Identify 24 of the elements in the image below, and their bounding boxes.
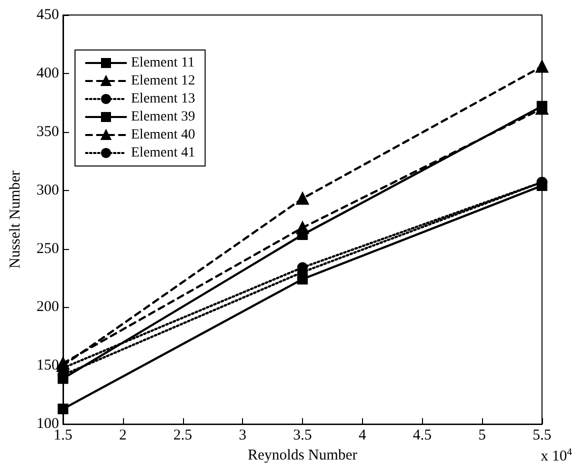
x-tick-label: 5.5 [532,428,552,444]
x-tick-label: 4.5 [412,428,432,444]
legend-label: Element 13 [131,92,196,106]
x-tick-label: 4 [358,428,367,444]
y-tick-label: 250 [36,240,59,257]
legend-label: Element 41 [131,146,196,160]
x-tick-label: 3.5 [293,428,312,444]
legend-label: Element 12 [131,74,196,88]
x-tick-label: 3 [238,428,246,444]
legend-label: Element 11 [131,56,195,70]
y-tick-label: 350 [36,124,59,140]
x-axis-title: Reynolds Number [248,448,358,464]
x-tick-label: 2 [119,428,127,444]
y-tick-label: 400 [36,65,59,82]
y-tick-label: 200 [36,299,59,316]
y-tick-label: 300 [36,182,59,198]
legend-label: Element 40 [131,128,196,142]
y-tick-label: 150 [36,358,59,374]
y-tick-label: 450 [36,7,59,23]
x-tick-label: 5 [478,428,486,444]
y-axis-title: Nusselt Number [8,170,24,269]
x-tick-label: 1.5 [54,428,72,444]
legend-label: Element 39 [131,110,196,124]
x-tick-label: 2.5 [173,428,192,444]
